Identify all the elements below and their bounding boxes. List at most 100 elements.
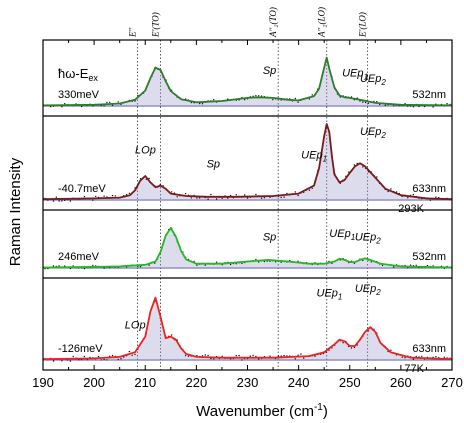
fit-component-area [43, 57, 452, 106]
data-point [249, 355, 251, 357]
data-point [381, 264, 384, 267]
data-point [260, 197, 263, 199]
data-point [123, 356, 125, 358]
spectrum-panel [42, 56, 453, 108]
data-point [83, 195, 86, 198]
mode-label-sub: 1 [323, 154, 327, 163]
data-point [78, 359, 80, 361]
spectrum-panel [42, 296, 453, 362]
fit-curve [42, 296, 453, 361]
data-point [103, 267, 105, 269]
mode-label-main: UEp [342, 67, 363, 79]
spectrum-panel [42, 227, 453, 270]
data-point [258, 261, 260, 263]
detuning-label: 330meV [58, 89, 100, 101]
data-point [86, 359, 88, 361]
data-point [128, 192, 131, 194]
data-point [283, 354, 285, 357]
fit-component-area [43, 297, 452, 360]
data-point [61, 106, 63, 108]
data-point [308, 189, 311, 191]
data-point [199, 102, 201, 105]
x-axis-title-main: Wavenumber (cm [196, 403, 314, 420]
spectrum-panel [42, 123, 453, 202]
data-point [58, 200, 60, 202]
data-point [221, 355, 223, 357]
data-point [342, 342, 344, 344]
data-point [221, 197, 223, 199]
mode-label-sub: 1 [351, 233, 355, 242]
reference-line-label: E'(TO) [151, 12, 161, 38]
x-tick-label: 260 [390, 375, 412, 390]
mode-label-main: Sp [207, 159, 220, 171]
data-point [69, 360, 72, 362]
data-point [66, 359, 69, 361]
laser-label: 633nm [412, 183, 446, 195]
data-point [350, 347, 353, 349]
mode-label: LOp [125, 320, 146, 332]
data-point [258, 95, 260, 97]
data-point [362, 101, 364, 103]
mode-label-sub: 2 [375, 288, 381, 297]
data-point [111, 354, 114, 357]
mode-label: UEp2 [355, 232, 381, 246]
data-point [364, 101, 367, 104]
data-point [204, 264, 206, 266]
mode-label-main: Sp [263, 232, 276, 244]
data-point [280, 196, 282, 199]
data-point [387, 190, 389, 193]
mode-label-main: UEp [301, 149, 322, 161]
reference-line-label: A''₂(TO) [268, 7, 278, 38]
data-point [255, 193, 257, 196]
mode-label: Sp [207, 159, 220, 171]
mode-label: UEp2 [360, 73, 386, 87]
data-point [69, 267, 72, 270]
laser-label: 633nm [412, 343, 446, 355]
data-point [435, 356, 437, 358]
data-point [52, 265, 55, 267]
data-point [199, 197, 201, 199]
data-point [134, 353, 136, 356]
data-point [412, 106, 415, 108]
data-point [283, 196, 285, 198]
x-tick-label: 230 [237, 375, 259, 390]
x-tick-label: 210 [134, 375, 156, 390]
data-point [294, 97, 296, 100]
data-point [196, 264, 198, 266]
data-point [196, 197, 198, 199]
data-point [55, 196, 57, 198]
spectra-layer [42, 56, 453, 362]
data-point [260, 95, 263, 97]
data-point [106, 101, 108, 104]
data-point [277, 355, 280, 357]
data-point [367, 330, 370, 332]
data-point [184, 192, 187, 195]
data-point [52, 360, 55, 362]
data-point [412, 193, 415, 196]
data-point [238, 354, 240, 357]
data-point [244, 194, 246, 196]
data-point [376, 101, 378, 103]
data-point [252, 354, 254, 357]
data-point [103, 358, 105, 361]
data-point [390, 188, 392, 190]
data-point [148, 177, 150, 180]
data-point [244, 99, 246, 101]
data-point [308, 98, 311, 100]
data-point [423, 105, 426, 108]
mode-label-main: UEp [355, 283, 376, 295]
data-point [421, 355, 423, 357]
data-point [201, 103, 204, 105]
data-point [401, 356, 403, 358]
data-point [61, 200, 63, 202]
plot-frame [42, 39, 453, 371]
reference-line-label: E'' [128, 27, 138, 38]
data-point [106, 359, 108, 361]
data-point [409, 264, 412, 266]
data-point [83, 355, 86, 358]
data-point [61, 360, 63, 362]
data-point [407, 267, 409, 269]
data-point [120, 358, 122, 360]
data-point [429, 199, 431, 201]
data-point [415, 264, 417, 266]
